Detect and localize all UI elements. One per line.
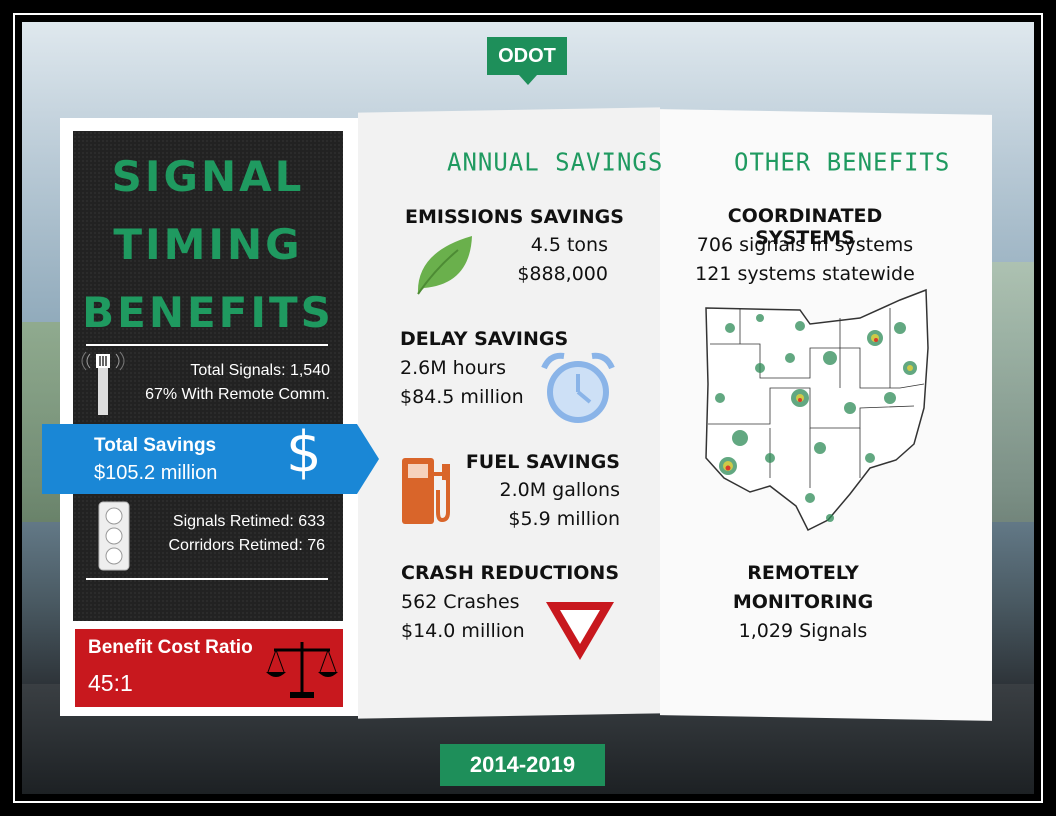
corridors-retimed: Corridors Retimed: 76 xyxy=(168,537,326,554)
benefit-cost-label: Benefit Cost Ratio xyxy=(88,637,253,658)
coordinated-signals: 706 signals in systems xyxy=(696,234,914,256)
coordinated-title: COORDINATED SYSTEMS xyxy=(727,205,883,249)
other-benefits-heading: OTHER BENEFITS xyxy=(734,147,951,177)
crash-dollars: $14.0 million xyxy=(401,620,525,642)
odot-badge: ODOT xyxy=(487,37,567,85)
remote-comm-percent: 67% With Remote Comm. xyxy=(145,386,330,403)
yield-sign-icon xyxy=(546,602,614,660)
emissions-title: EMISSIONS SAVINGS xyxy=(405,206,624,228)
crash-title: CRASH REDUCTIONS xyxy=(401,562,619,584)
fuel-gallons: 2.0M gallons xyxy=(499,479,620,501)
remote-title-line-2: MONITORING xyxy=(732,591,874,613)
title-line-3: BENEFITS xyxy=(82,288,334,337)
remote-signals: 1,029 Signals xyxy=(738,620,868,642)
delay-dollars: $84.5 million xyxy=(400,386,524,408)
emissions-tons: 4.5 tons xyxy=(530,234,608,256)
alarm-clock-icon xyxy=(541,352,615,423)
title-line-2: TIMING xyxy=(113,220,303,269)
signals-retimed: Signals Retimed: 633 xyxy=(172,513,325,530)
remote-title-line-1: REMOTELY xyxy=(747,562,859,584)
total-savings-label: Total Savings xyxy=(94,435,217,456)
total-savings-banner xyxy=(42,424,379,494)
scales-icon xyxy=(266,642,338,698)
year-range-badge: 2014-2019 xyxy=(440,744,605,786)
annual-savings-heading: ANNUAL SAVINGS xyxy=(447,147,664,177)
fuel-pump-icon xyxy=(402,458,450,524)
ohio-map xyxy=(705,288,929,532)
crash-count: 562 Crashes xyxy=(401,591,520,613)
traffic-light-icon xyxy=(98,501,130,571)
dollar-icon: $ xyxy=(286,420,322,485)
fuel-title: FUEL SAVINGS xyxy=(465,451,620,473)
leaf-icon xyxy=(417,236,472,295)
total-signals: Total Signals: 1,540 xyxy=(190,362,330,379)
divider-bottom xyxy=(86,578,328,580)
fuel-dollars: $5.9 million xyxy=(508,508,620,530)
total-savings-value: $105.2 million xyxy=(94,462,218,484)
delay-title: DELAY SAVINGS xyxy=(400,328,569,350)
title-line-1: SIGNAL xyxy=(111,152,305,201)
antenna-icon xyxy=(81,351,125,415)
benefit-cost-value: 45:1 xyxy=(88,670,133,696)
delay-hours: 2.6M hours xyxy=(400,357,507,379)
divider-top xyxy=(86,344,328,346)
emissions-dollars: $888,000 xyxy=(517,263,608,285)
coordinated-systems: 121 systems statewide xyxy=(695,263,915,285)
